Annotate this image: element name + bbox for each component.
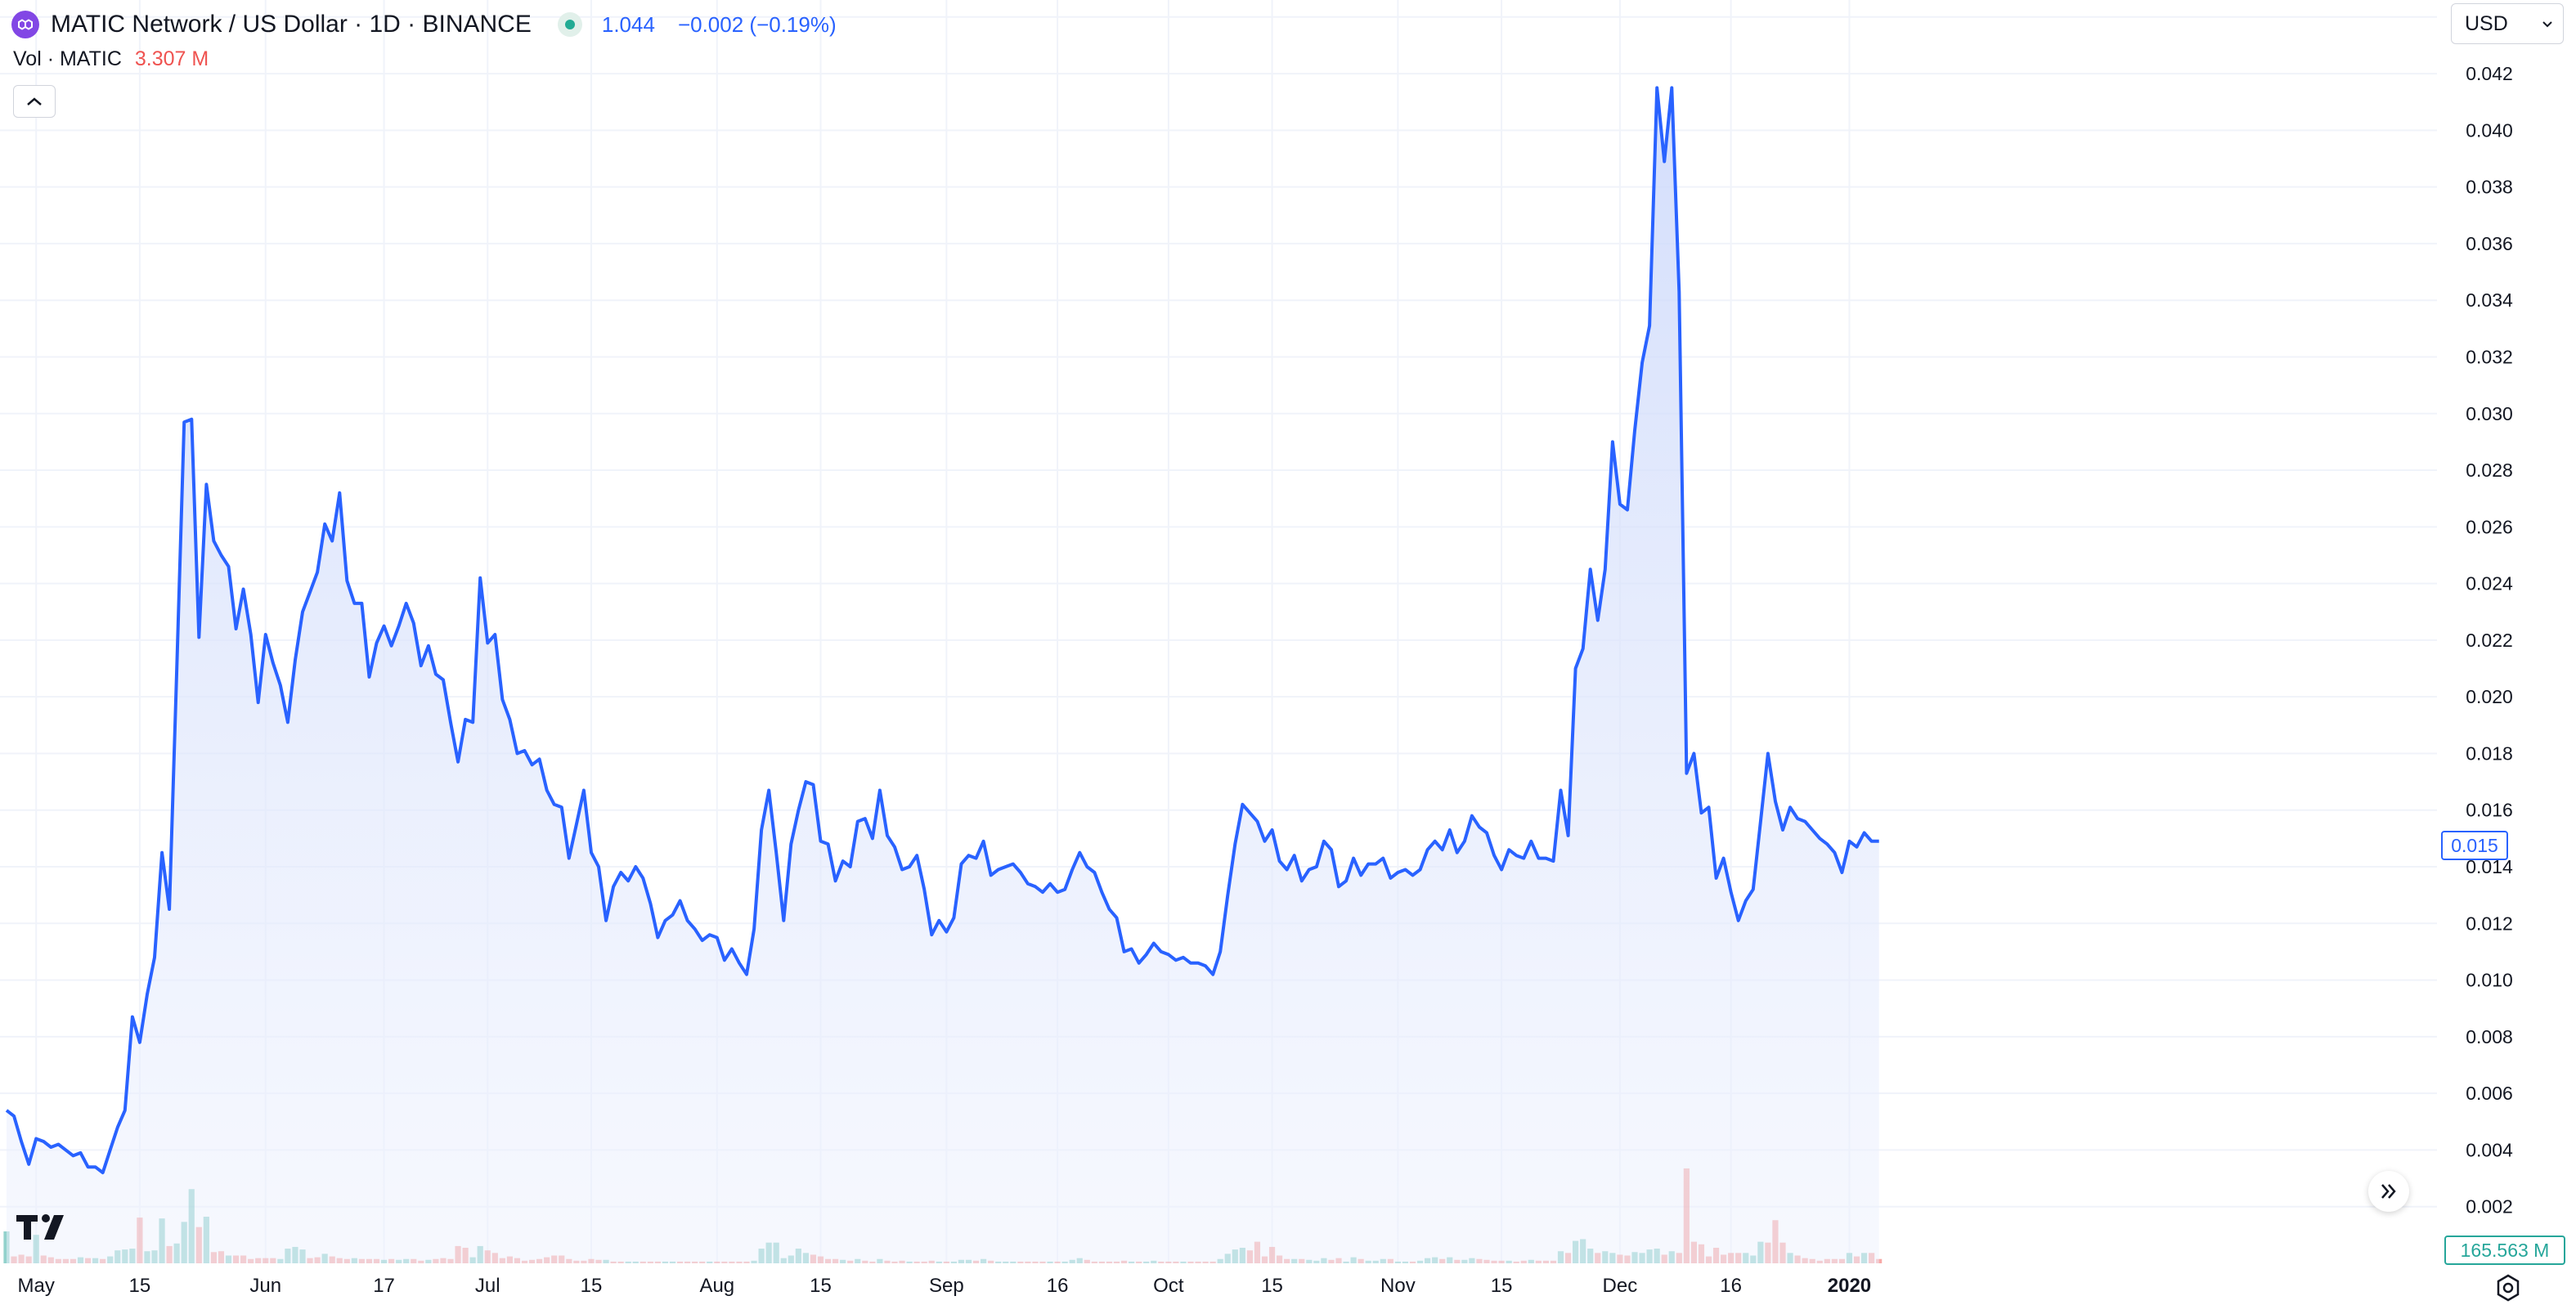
chevron-down-icon <box>2542 21 2552 28</box>
collapse-legend-button[interactable] <box>13 85 56 118</box>
double-chevron-right-icon <box>2381 1184 2396 1199</box>
last-price-label: 0.015 <box>2451 835 2498 856</box>
legend-header: MATIC Network / US Dollar · 1D · BINANCE… <box>11 7 837 43</box>
scroll-to-realtime-button[interactable] <box>2368 1171 2409 1212</box>
last-volume-label-box <box>2444 1236 2565 1265</box>
y-tick-label: 0.018 <box>2466 742 2513 764</box>
x-tick-label: 15 <box>810 1275 832 1297</box>
y-tick-label: 0.030 <box>2466 403 2513 424</box>
y-tick-label: 0.042 <box>2466 63 2513 84</box>
y-tick-label: 0.020 <box>2466 686 2513 707</box>
y-tick-label: 0.024 <box>2466 573 2513 594</box>
y-tick-label: 0.034 <box>2466 289 2513 311</box>
y-tick-label: 0.016 <box>2466 800 2513 821</box>
price-area-fill <box>7 87 1879 1263</box>
x-tick-label: 17 <box>373 1275 395 1297</box>
x-tick-label: 16 <box>1047 1275 1069 1297</box>
x-tick-label: Oct <box>1153 1275 1184 1297</box>
last-price: 1.044 <box>601 11 655 37</box>
x-tick-label: Dec <box>1603 1275 1638 1297</box>
y-tick-label: 0.038 <box>2466 177 2513 198</box>
y-tick-label: 0.006 <box>2466 1083 2513 1104</box>
last-volume-label: 165.563 M <box>2461 1240 2550 1261</box>
x-tick-label: 16 <box>1720 1275 1742 1297</box>
y-tick-label: 0.002 <box>2466 1196 2513 1218</box>
y-tick-label: 0.028 <box>2466 460 2513 481</box>
currency-select[interactable]: USD <box>2451 3 2564 44</box>
price-line <box>5 86 1879 1175</box>
gear-icon[interactable] <box>2494 1274 2522 1306</box>
tradingview-logo-icon[interactable] <box>16 1213 69 1245</box>
y-tick-label: 0.010 <box>2466 970 2513 991</box>
y-tick-label: 0.022 <box>2466 630 2513 651</box>
x-tick-label: 15 <box>129 1275 151 1297</box>
price-change: −0.002 (−0.19%) <box>677 11 837 37</box>
price-area <box>7 87 1879 1263</box>
y-tick-label: 0.008 <box>2466 1026 2513 1047</box>
y-tick-label: 0.004 <box>2466 1139 2513 1160</box>
x-tick-label: Aug <box>699 1275 734 1297</box>
x-tick-label: Sep <box>929 1275 964 1297</box>
x-tick-label: 2020 <box>1828 1275 1871 1297</box>
y-tick-label: 0.026 <box>2466 516 2513 537</box>
last-price-label-box <box>2441 831 2508 860</box>
volume-legend: Vol · MATIC 3.307 M <box>13 47 209 71</box>
chevron-up-icon <box>27 97 42 105</box>
x-tick-label: 15 <box>1491 1275 1513 1297</box>
currency-value: USD <box>2465 11 2508 35</box>
market-status-icon[interactable] <box>557 12 582 37</box>
volume-label: Vol · MATIC <box>13 47 122 70</box>
matic-logo-icon <box>11 11 39 38</box>
symbol-title[interactable]: MATIC Network / US Dollar · 1D · BINANCE <box>51 11 532 38</box>
y-tick-label: 0.032 <box>2466 346 2513 367</box>
time-axis[interactable]: May 15 Jun 17 Jul 15 Aug 15 Sep 16 Oct 15 Nov 15 Dec 16… <box>18 1275 1872 1297</box>
x-tick-label: 15 <box>581 1275 603 1297</box>
volume-value: 3.307 M <box>134 47 209 70</box>
x-tick-label: May <box>18 1275 55 1297</box>
y-tick-label: 0.012 <box>2466 913 2513 934</box>
x-tick-label: Nov <box>1380 1275 1416 1297</box>
x-tick-label: Jun <box>249 1275 281 1297</box>
price-line-group <box>5 86 1879 1175</box>
x-tick-label: Jul <box>475 1275 500 1297</box>
y-tick-label: 0.036 <box>2466 233 2513 254</box>
x-tick-label: 15 <box>1261 1275 1283 1297</box>
last-value-labels: 0.015 165.563 M <box>2441 831 2565 1265</box>
price-axis[interactable]: 0.0020.0040.0060.0080.0100.0120.0140.016… <box>2466 7 2513 1218</box>
y-tick-label: 0.040 <box>2466 119 2513 141</box>
